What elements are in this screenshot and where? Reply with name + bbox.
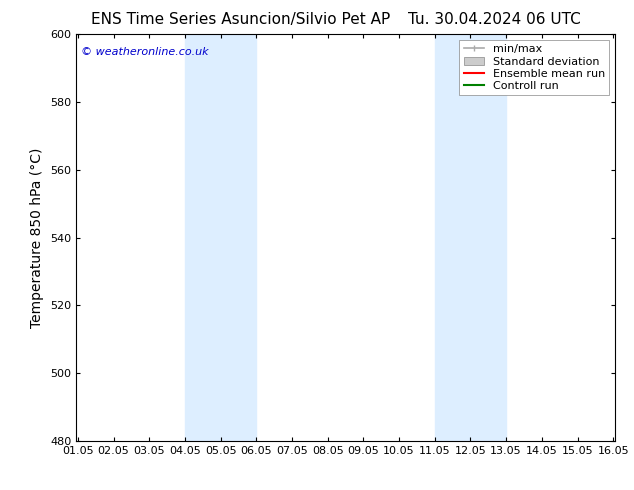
Text: ENS Time Series Asuncion/Silvio Pet AP: ENS Time Series Asuncion/Silvio Pet AP bbox=[91, 12, 391, 27]
Text: © weatheronline.co.uk: © weatheronline.co.uk bbox=[81, 47, 209, 56]
Text: Tu. 30.04.2024 06 UTC: Tu. 30.04.2024 06 UTC bbox=[408, 12, 581, 27]
Legend: min/max, Standard deviation, Ensemble mean run, Controll run: min/max, Standard deviation, Ensemble me… bbox=[460, 40, 609, 96]
Y-axis label: Temperature 850 hPa (°C): Temperature 850 hPa (°C) bbox=[30, 147, 44, 328]
Bar bbox=[435, 34, 506, 441]
Bar bbox=[185, 34, 256, 441]
